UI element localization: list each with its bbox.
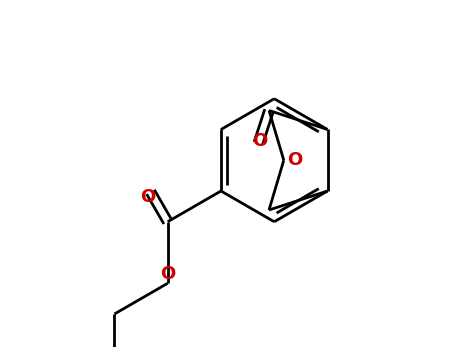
Text: O: O (160, 265, 175, 284)
Text: O: O (141, 188, 156, 206)
Text: O: O (287, 151, 302, 169)
Text: O: O (252, 132, 267, 150)
